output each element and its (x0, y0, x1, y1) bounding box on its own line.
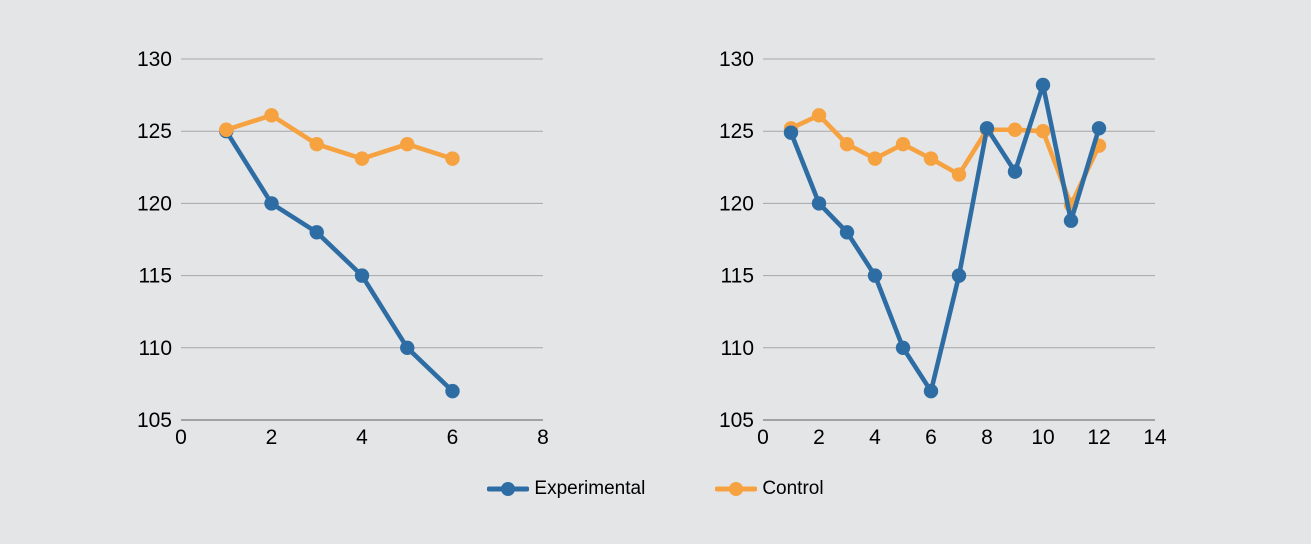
experimental-data-point (400, 340, 415, 355)
control-data-point (354, 151, 370, 166)
experimental-data-point (867, 268, 883, 283)
x-tick-label: 2 (266, 426, 278, 449)
x-tick-label: 8 (537, 426, 549, 449)
control-data-point (923, 151, 939, 166)
x-tick-label: 14 (1143, 426, 1167, 449)
x-tick-label: 2 (813, 426, 825, 449)
experimental-data-point (1091, 121, 1107, 136)
control-data-point (895, 136, 911, 152)
left-chart: 105 110 115 120 125 130 0 2 4 6 8 (137, 48, 549, 449)
control-data-point (400, 136, 415, 152)
control-line-marker-icon (715, 482, 758, 496)
experimental-data-point (1063, 213, 1079, 228)
experimental-data-point (811, 196, 827, 211)
experimental-data-point (309, 225, 324, 240)
x-tick-label: 4 (356, 426, 368, 449)
x-tick-label: 0 (175, 426, 187, 449)
experimental-data-point (895, 340, 911, 355)
experimental-data-point (951, 268, 967, 283)
legend-label-control: Control (762, 478, 824, 499)
y-tick-label: 115 (721, 265, 754, 288)
y-tick-label: 105 (137, 409, 172, 432)
experimental-series (783, 77, 1107, 399)
y-tick-label: 120 (719, 192, 754, 215)
experimental-data-point (445, 383, 460, 399)
control-data-point (264, 108, 279, 123)
legend-item-experimental: Experimental (487, 478, 645, 500)
control-data-point (219, 122, 234, 137)
control-series (783, 108, 1107, 213)
x-tick-label: 12 (1087, 426, 1110, 449)
experimental-data-point (783, 125, 799, 140)
y-tick-label: 125 (719, 120, 754, 143)
control-data-point (309, 136, 324, 152)
experimental-line-marker-icon (487, 482, 530, 496)
control-data-point (839, 136, 855, 152)
experimental-data-point (979, 121, 995, 136)
x-tick-label: 6 (447, 426, 459, 449)
y-tick-label: 110 (139, 337, 172, 360)
control-data-point (445, 151, 460, 166)
control-data-point (867, 151, 883, 166)
x-tick-label: 4 (869, 426, 881, 449)
right-chart: 105 110 115 120 125 130 0 2 4 6 8 10 12 14 (719, 48, 1167, 449)
experimental-data-point (839, 225, 855, 240)
y-tick-label: 130 (719, 48, 754, 71)
legend-item-control: Control (715, 478, 824, 500)
control-data-point (951, 167, 967, 182)
y-tick-label: 130 (137, 48, 172, 71)
control-data-point (1035, 124, 1051, 139)
x-tick-label: 10 (1031, 426, 1054, 449)
y-tick-label: 105 (719, 409, 754, 432)
control-line (223, 113, 455, 161)
control-data-point (1007, 122, 1023, 137)
y-tick-label: 120 (137, 192, 172, 215)
experimental-series (219, 124, 460, 399)
control-series (219, 108, 460, 166)
experimental-data-point (923, 383, 939, 399)
experimental-data-point (264, 196, 279, 211)
x-tick-label: 6 (925, 426, 937, 449)
x-tick-label: 0 (757, 426, 769, 449)
experimental-line (223, 128, 455, 394)
legend-label-experimental: Experimental (534, 478, 646, 499)
chart-legend: Experimental Control (0, 478, 1311, 500)
y-tick-label: 110 (721, 337, 754, 360)
experimental-data-point (1007, 164, 1023, 179)
y-tick-label: 125 (137, 120, 172, 143)
experimental-data-point (354, 268, 370, 283)
experimental-data-point (1035, 77, 1051, 93)
control-data-point (811, 108, 827, 123)
x-tick-label: 8 (981, 426, 993, 449)
y-tick-label: 115 (139, 265, 172, 288)
